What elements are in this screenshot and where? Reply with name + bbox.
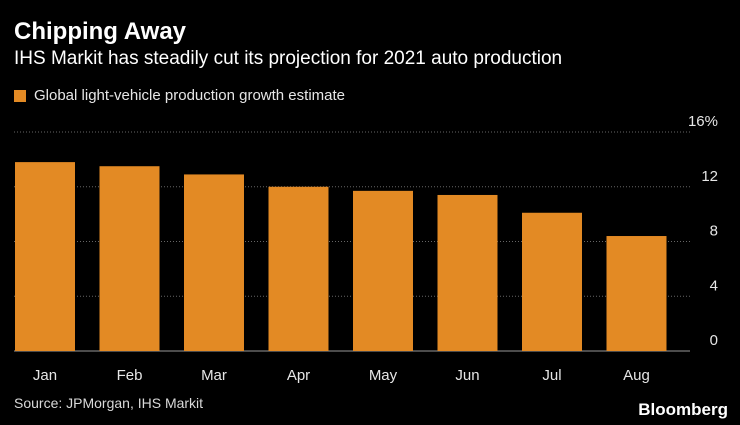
chart-subtitle: IHS Markit has steadily cut its projecti… — [14, 48, 563, 69]
y-tick-label: 4 — [710, 277, 718, 294]
x-tick-label: Jul — [542, 367, 561, 384]
bar-jun — [437, 194, 498, 351]
x-axis-ticks: Jan Feb Mar Apr May Jun Jul Aug — [33, 367, 650, 384]
source-note: Source: JPMorgan, IHS Markit — [14, 395, 204, 411]
x-tick-label: Aug — [623, 367, 650, 384]
y-tick-label: 12 — [701, 168, 718, 185]
x-tick-label: Feb — [117, 367, 143, 384]
bar-apr — [268, 186, 329, 351]
bar-aug — [606, 236, 667, 351]
legend-label: Global light-vehicle production growth e… — [34, 87, 345, 104]
bar-jan — [15, 162, 75, 351]
y-tick-label: 16% — [688, 113, 718, 130]
x-tick-label: May — [369, 367, 398, 384]
x-tick-label: Jan — [33, 367, 57, 384]
y-tick-label: 8 — [710, 223, 718, 240]
bar-feb — [99, 166, 160, 351]
bar-jul — [522, 212, 582, 351]
bloomberg-logo: Bloomberg — [638, 400, 728, 419]
bar-mar — [184, 174, 244, 351]
x-tick-label: Apr — [287, 367, 310, 384]
legend: Global light-vehicle production growth e… — [14, 87, 345, 104]
x-tick-label: Jun — [455, 367, 479, 384]
x-tick-label: Mar — [201, 367, 227, 384]
legend-swatch — [14, 89, 26, 102]
chart-title: Chipping Away — [14, 18, 187, 45]
bars — [15, 162, 667, 351]
y-tick-label: 0 — [710, 332, 718, 349]
y-axis-ticks: 0 4 8 12 16% — [688, 113, 718, 349]
bar-may — [353, 190, 413, 351]
